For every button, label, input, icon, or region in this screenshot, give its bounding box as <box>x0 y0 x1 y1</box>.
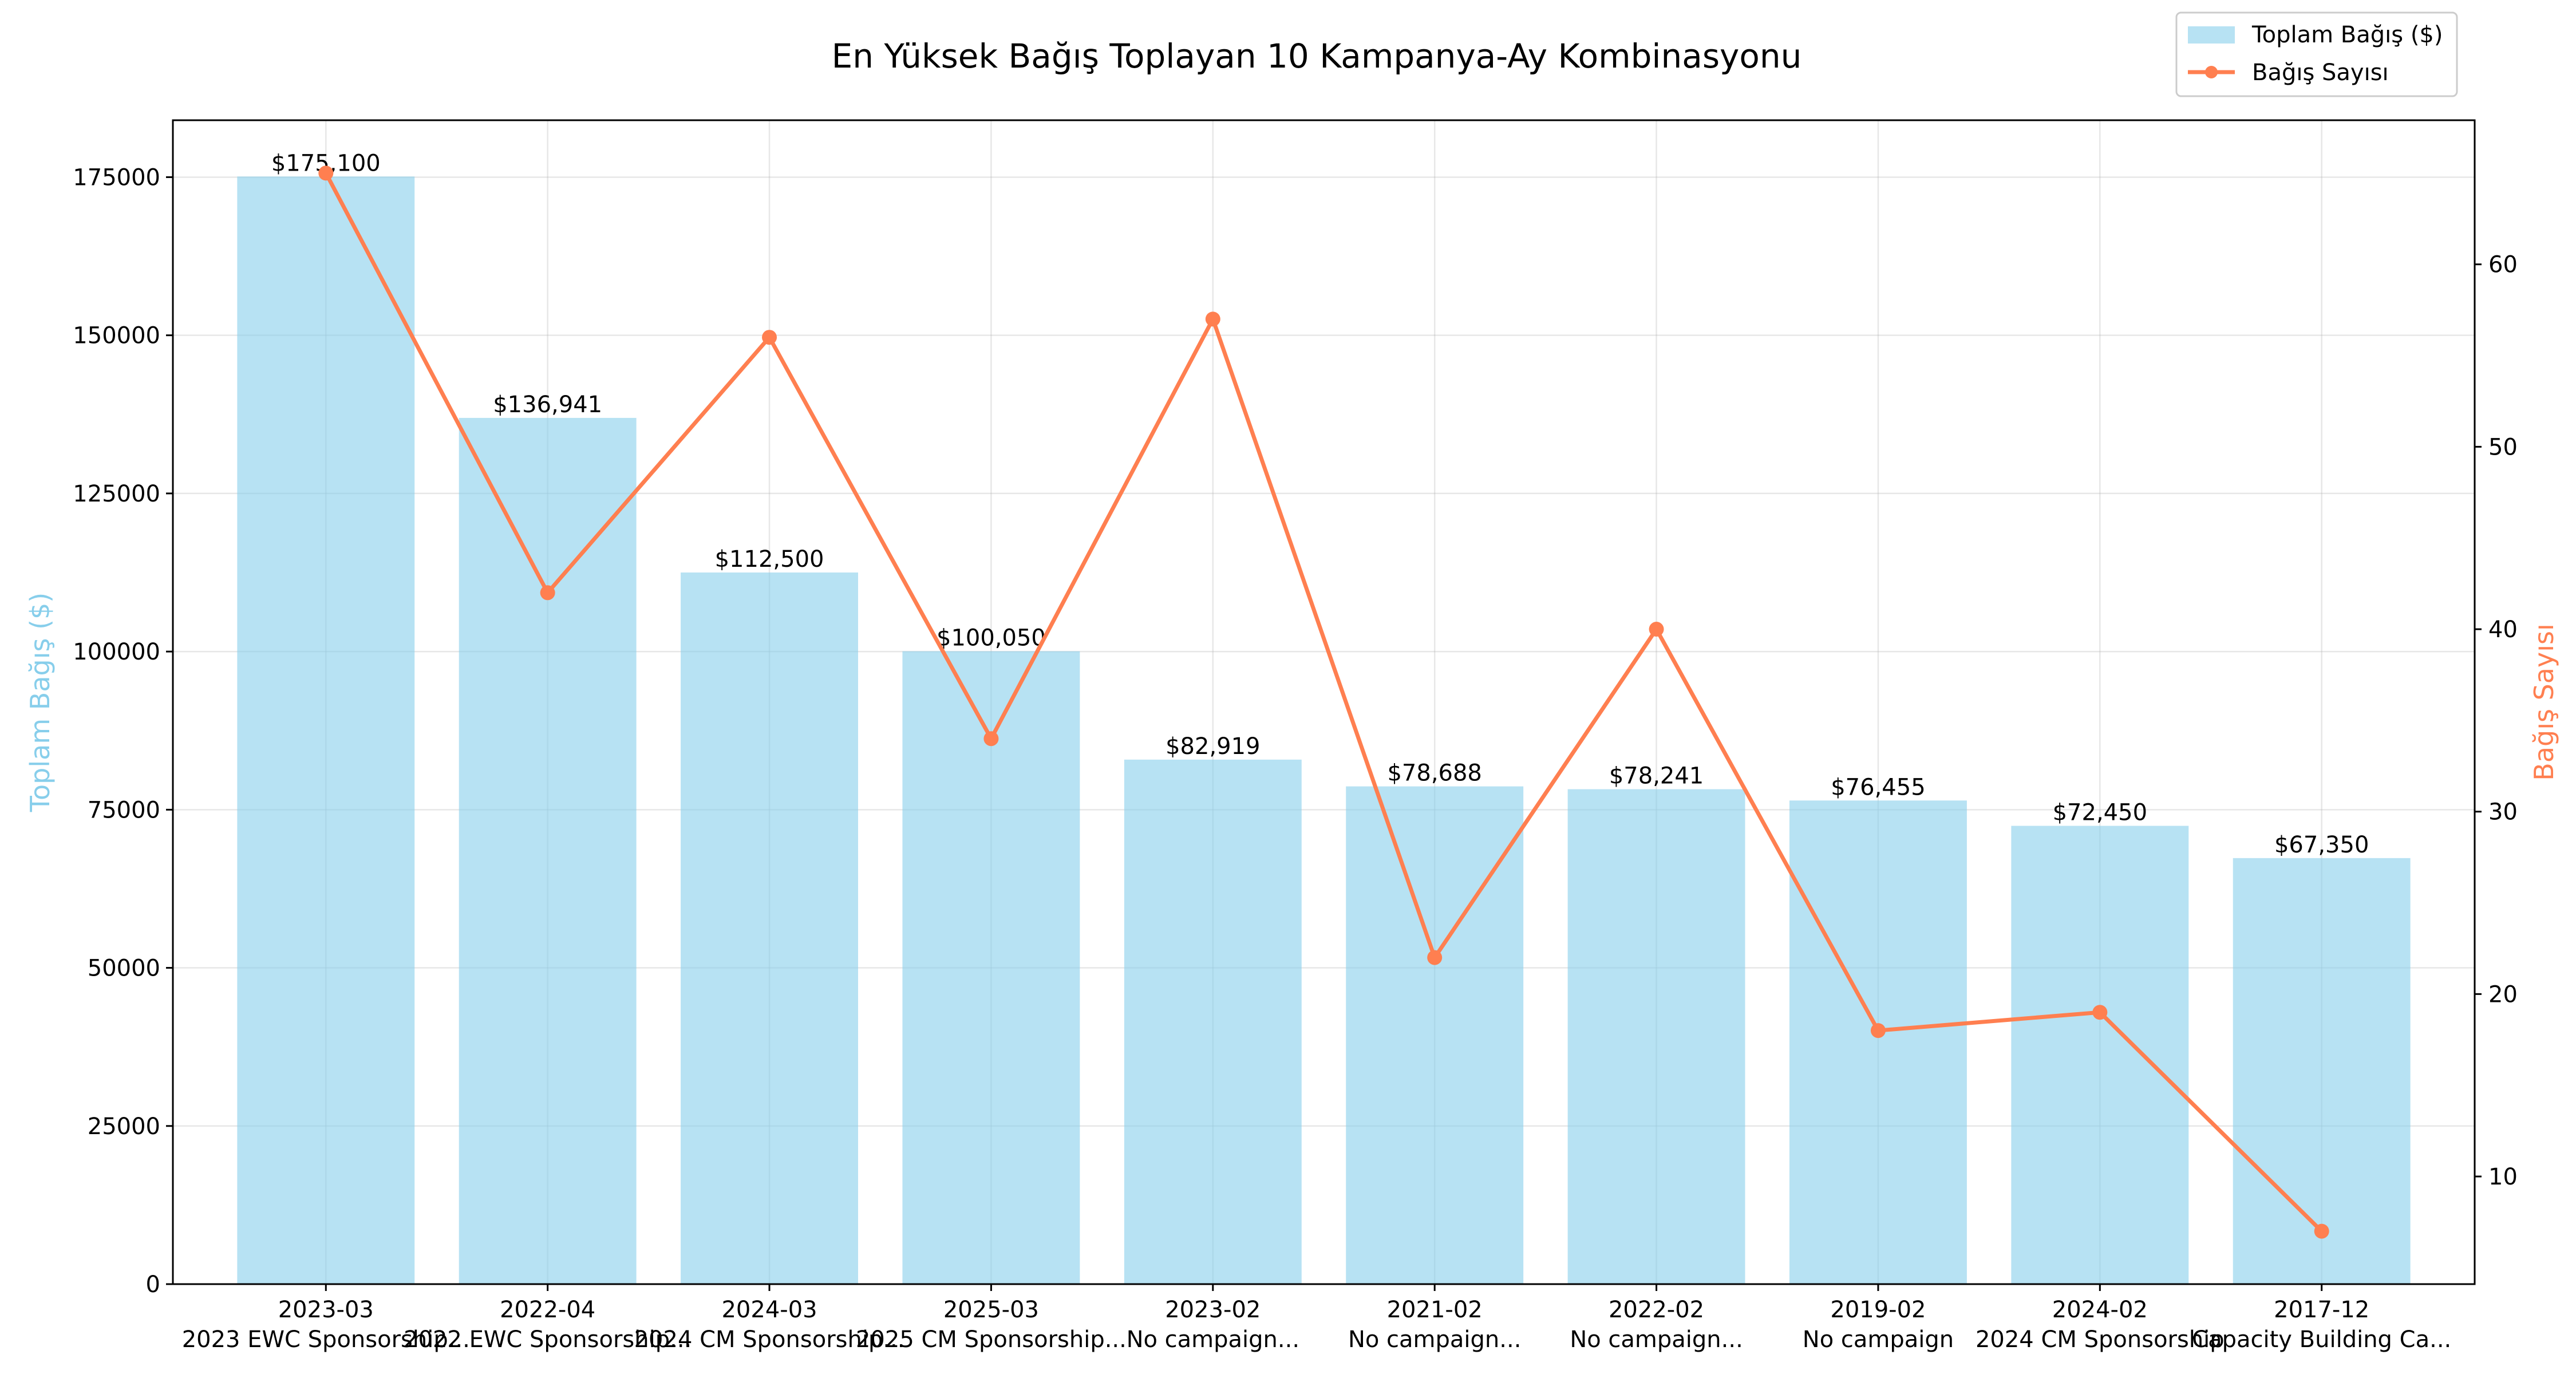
left-tick-label: 0 <box>146 1272 160 1298</box>
x-tick-label-2023-02: 2023-02 <box>1165 1297 1261 1323</box>
chart-title: En Yüksek Bağış Toplayan 10 Kampanya-Ay … <box>832 37 1802 76</box>
count-point-2025-03 <box>983 731 999 747</box>
left-tick-label: 75000 <box>88 797 160 823</box>
legend-bar-swatch <box>2188 26 2235 44</box>
count-line-series <box>318 165 2329 1239</box>
left-tick-label: 25000 <box>88 1114 160 1140</box>
bars <box>237 176 2411 1284</box>
count-point-2021-02 <box>1427 950 1443 965</box>
legend-frame <box>2175 11 2458 97</box>
x-tick-sublabel: 2025 CM Sponsorship... <box>856 1326 1127 1353</box>
legend-line-label: Bağış Sayısı <box>2252 60 2389 86</box>
bar-2024-03 <box>681 572 859 1284</box>
count-point-2023-03 <box>318 165 334 181</box>
left-tick-label: 50000 <box>88 956 160 982</box>
x-tick-label-2019-02: 2019-02 <box>1830 1297 1926 1323</box>
bar-value-label: $78,241 <box>1609 763 1704 789</box>
y-axis-label-left: Toplam Bağış ($) <box>25 593 56 813</box>
bar-2023-03 <box>237 176 415 1284</box>
x-tick-label-2024-03: 2024-03 <box>721 1297 817 1323</box>
bar-value-label: $100,050 <box>937 625 1046 652</box>
x-tick-label-2022-02: 2022-02 <box>1609 1297 1704 1323</box>
bar-2023-02 <box>1124 759 1302 1284</box>
left-axis: 0 25000 50000 75000 100000 125000 150000 175000 <box>73 164 173 1298</box>
count-point-2022-04 <box>540 585 555 601</box>
right-tick-label: 30 <box>2488 799 2518 826</box>
left-tick-label: 150000 <box>73 323 160 349</box>
bar-2017-12 <box>2233 858 2411 1284</box>
x-tick-label-2021-02: 2021-02 <box>1387 1297 1483 1323</box>
x-tick-sublabel: No campaign... <box>1127 1326 1299 1353</box>
count-line <box>324 172 2324 1233</box>
count-point-2024-03 <box>762 330 777 345</box>
x-tick-sublabel: Capacity Building Ca... <box>2192 1326 2451 1353</box>
bar-value-label: $136,941 <box>493 392 602 418</box>
bar-value-label: $82,919 <box>1165 733 1260 760</box>
x-tick-label-2023-03: 2023-03 <box>278 1297 374 1323</box>
x-tick-sublabel: No campaign... <box>1348 1326 1521 1353</box>
x-tick-label-2017-12: 2017-12 <box>2274 1297 2369 1323</box>
x-tick-sublabel: No campaign... <box>1570 1326 1743 1353</box>
plot-frame <box>172 119 2476 1285</box>
x-tick-sublabel: 2022 EWC Sponsorship... <box>404 1326 692 1353</box>
count-point-2022-02 <box>1649 622 1664 637</box>
right-axis: 10 20 30 40 50 60 <box>2475 252 2518 1190</box>
x-axis: 2023-03 2023 EWC Sponsorship... 2022-04 202… <box>182 1284 2451 1353</box>
x-tick-sublabel: 2023 EWC Sponsorship... <box>182 1326 470 1353</box>
x-tick-label-2022-04: 2022-04 <box>500 1297 595 1323</box>
bar-value-label: $112,500 <box>715 546 824 572</box>
bar-2021-02 <box>1346 786 1524 1284</box>
left-tick-label: 125000 <box>73 481 160 507</box>
x-tick-label-2025-03: 2025-03 <box>943 1297 1039 1323</box>
legend: Toplam Bağış ($) Bağış Sayısı <box>2175 11 2458 97</box>
legend-bar-label: Toplam Bağış ($) <box>2251 22 2443 48</box>
bar-2024-02 <box>2011 826 2189 1284</box>
count-point-2019-02 <box>1870 1023 1886 1039</box>
bar-value-label: $78,688 <box>1387 760 1481 787</box>
right-tick-label: 50 <box>2488 434 2518 460</box>
bar-value-label: $72,450 <box>2053 800 2147 826</box>
left-tick-label: 175000 <box>73 164 160 191</box>
right-tick-label: 40 <box>2488 617 2518 643</box>
x-tick-sublabel: 2024 CM Sponsorship... <box>634 1326 905 1353</box>
right-tick-label: 10 <box>2488 1164 2518 1190</box>
x-tick-sublabel: No campaign <box>1803 1326 1954 1353</box>
bar-2025-03 <box>902 651 1080 1284</box>
bar-2019-02 <box>1789 800 1967 1284</box>
bar-value-labels: $175,100$136,941$112,500$100,050$82,919$… <box>271 150 2369 858</box>
right-tick-label: 20 <box>2488 981 2518 1008</box>
count-point-2017-12 <box>2314 1223 2329 1239</box>
legend-line-marker <box>2205 66 2218 78</box>
bar-2022-02 <box>1567 789 1745 1284</box>
x-tick-label-2024-02: 2024-02 <box>2052 1297 2148 1323</box>
bar-value-label: $76,455 <box>1831 774 1925 800</box>
x-tick-sublabel: 2024 CM Sponsorship <box>1976 1326 2225 1353</box>
count-point-2023-02 <box>1205 311 1220 327</box>
count-point-2024-02 <box>2092 1005 2108 1020</box>
right-tick-label: 60 <box>2488 252 2518 278</box>
bar-value-label: $67,350 <box>2274 832 2369 858</box>
left-tick-label: 100000 <box>73 639 160 665</box>
y-axis-label-right: Bağış Sayısı <box>2528 623 2559 780</box>
bar-2022-04 <box>459 417 637 1284</box>
